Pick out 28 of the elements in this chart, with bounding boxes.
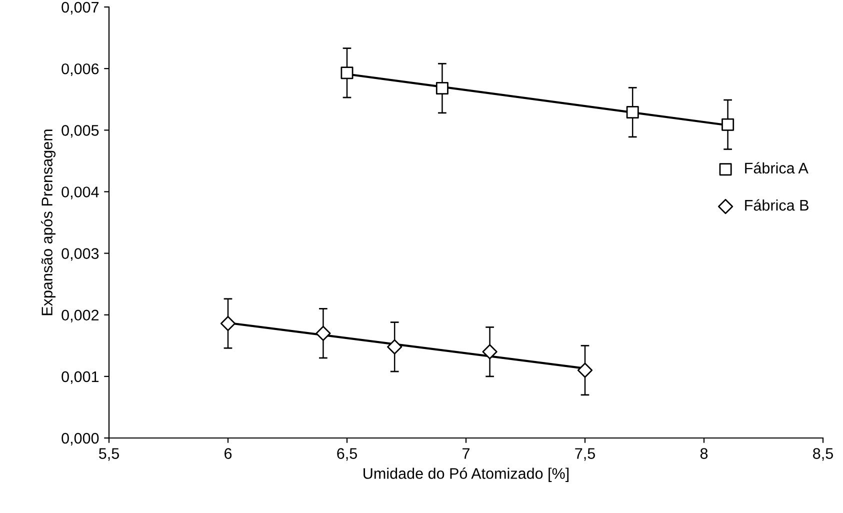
legend-label: Fábrica B — [745, 199, 808, 211]
x-tick-label: 5,5 — [98, 448, 119, 461]
y-tick-label: 0,002 — [62, 310, 99, 322]
point — [220, 316, 236, 332]
y-tick-label: 0,004 — [62, 186, 99, 200]
point — [316, 326, 331, 341]
y-tick-label: 0,005 — [62, 125, 99, 138]
x-axis-title: Umidade do Pó Atomizado [%] — [364, 468, 569, 482]
x-tick-label: 8 — [700, 448, 708, 459]
point — [577, 362, 593, 378]
point — [340, 66, 354, 80]
y-tick-label: 0,003 — [62, 248, 99, 261]
x-tick-label: 7,5 — [575, 448, 595, 461]
point — [722, 118, 734, 131]
y-tick-label: 0,006 — [62, 63, 99, 76]
point — [436, 82, 448, 95]
point — [387, 339, 402, 354]
y-tick-label: 0,001 — [62, 371, 99, 384]
y-tick-label: 0,000 — [62, 432, 99, 446]
x-tick-label: 7 — [462, 448, 470, 459]
x-tick-label: 6,5 — [337, 448, 357, 461]
x-tick-label: 8,5 — [813, 448, 833, 461]
point — [626, 106, 639, 119]
x-tick-label: 6 — [224, 448, 232, 459]
point — [482, 344, 498, 360]
y-tick-label: 0,007 — [62, 2, 99, 14]
y-axis-title: Expansão após Prensagem — [41, 130, 56, 316]
legend-label: Fábrica A — [745, 162, 808, 174]
